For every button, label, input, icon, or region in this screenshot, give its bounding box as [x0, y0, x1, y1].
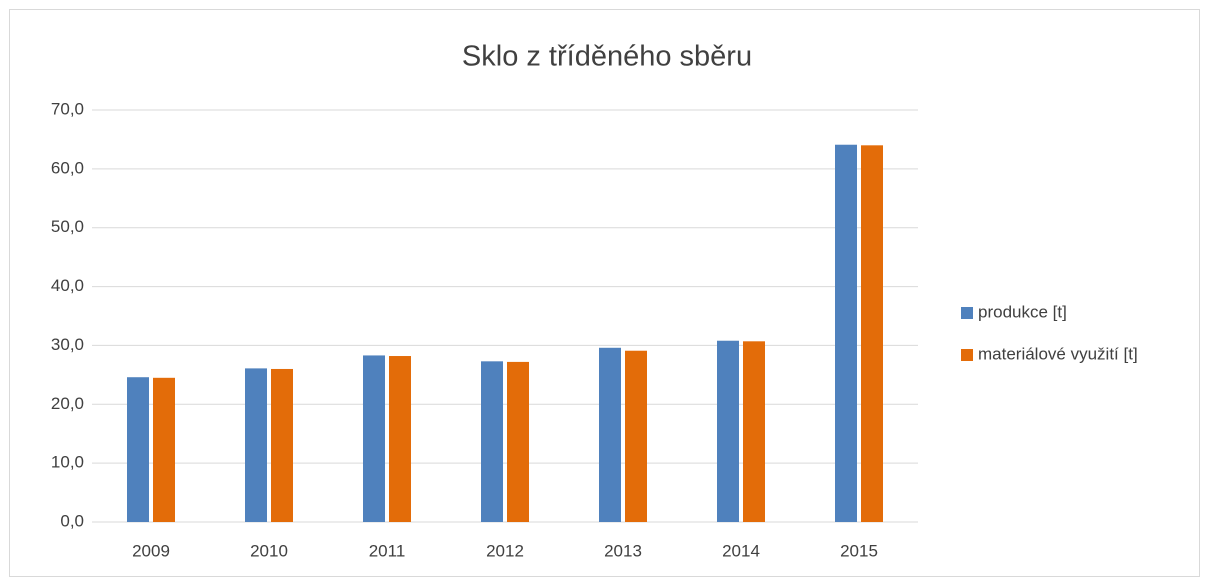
y-tick-label: 10,0: [51, 453, 84, 472]
bar: [127, 377, 149, 522]
x-tick-label: 2011: [369, 541, 406, 560]
bar: [153, 377, 175, 522]
bar: [625, 350, 647, 522]
x-tick-label: 2014: [722, 541, 760, 560]
chart-title: Sklo z tříděného sběru: [462, 41, 752, 73]
y-tick-label: 70,0: [51, 99, 84, 118]
bar: [389, 356, 411, 522]
x-tick-label: 2010: [250, 541, 288, 560]
bar: [717, 340, 739, 522]
y-tick-label: 40,0: [51, 276, 84, 295]
y-tick-label: 20,0: [51, 394, 84, 413]
y-tick-label: 50,0: [51, 217, 84, 236]
legend-label: produkce [t]: [978, 302, 1067, 321]
bar: [245, 368, 267, 522]
x-tick-label: 2013: [604, 541, 642, 560]
bar: [507, 361, 529, 522]
x-tick-label: 2009: [132, 541, 170, 560]
y-tick-label: 60,0: [51, 158, 84, 177]
bar: [271, 368, 293, 522]
bar: [743, 341, 765, 522]
legend-swatch: [961, 307, 973, 319]
bar: [861, 145, 883, 523]
legend-label: materiálové využití [t]: [978, 344, 1138, 363]
bar: [835, 144, 857, 522]
bar: [599, 347, 621, 522]
x-tick-label: 2012: [486, 541, 524, 560]
legend-swatch: [961, 349, 973, 361]
bar: [363, 355, 385, 522]
y-tick-label: 0,0: [60, 511, 84, 530]
y-tick-label: 30,0: [51, 335, 84, 354]
x-tick-label: 2015: [840, 541, 878, 560]
bar: [481, 361, 503, 522]
